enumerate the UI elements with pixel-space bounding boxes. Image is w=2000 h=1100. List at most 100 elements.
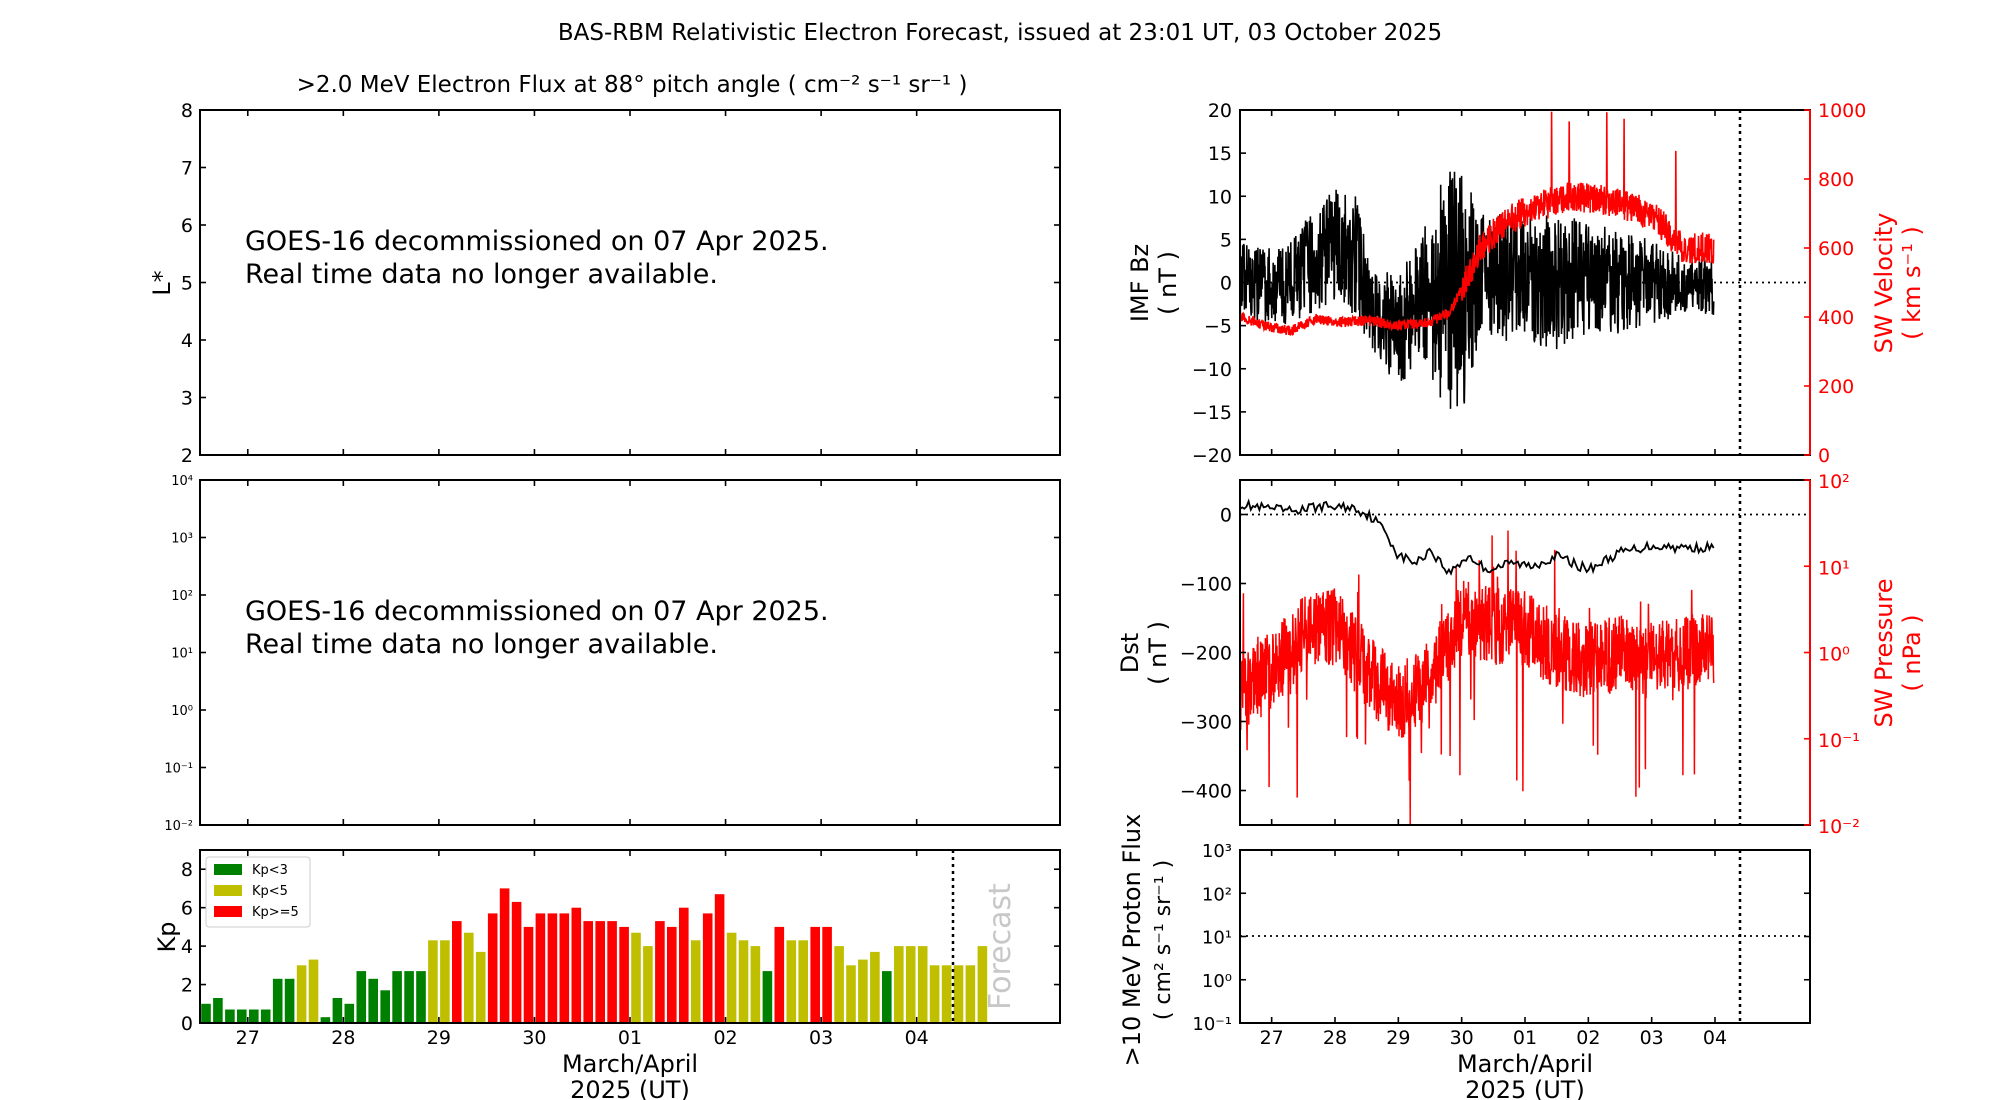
dst-x-ticks bbox=[1270, 480, 1716, 825]
kp-x-tick-label: 29 bbox=[427, 1027, 451, 1049]
imf-y-tick-label: −15 bbox=[1192, 402, 1232, 424]
flux-y-tick-label: 5 bbox=[181, 273, 193, 295]
dst-y-tick-right-label: 10¹ bbox=[1818, 557, 1850, 579]
imf-ylabel-line2: ( nT ) bbox=[1154, 251, 1182, 315]
kp-x-tick-label: 04 bbox=[905, 1027, 929, 1049]
dst-y-tick-label: −400 bbox=[1180, 781, 1232, 803]
sw-pressure-line bbox=[1240, 530, 1715, 825]
kp-bar bbox=[213, 998, 223, 1023]
kp-bar bbox=[882, 971, 892, 1023]
proton-y-tick-label: 10² bbox=[1202, 884, 1232, 905]
right-xlabel-line2: 2025 (UT) bbox=[1465, 1076, 1585, 1100]
flux-panel-ylabel: L* bbox=[148, 270, 176, 295]
kp-legend-label-low: Kp<3 bbox=[252, 863, 288, 878]
proton-x-tick-label: 30 bbox=[1450, 1027, 1474, 1049]
flux-log-x-ticks bbox=[246, 480, 918, 825]
kp-bar bbox=[392, 971, 402, 1023]
kp-bar bbox=[786, 940, 797, 1023]
flux-log-y-tick-label: 10² bbox=[171, 589, 193, 604]
proton-x-tick-label: 27 bbox=[1260, 1027, 1284, 1049]
dst-ylabel-line1: Dst bbox=[1116, 633, 1144, 673]
kp-bar bbox=[356, 971, 367, 1023]
kp-x-tick-label: 27 bbox=[236, 1027, 260, 1049]
flux-y-ticks: 2 3 4 5 6 7 8 bbox=[181, 100, 1060, 467]
kp-forecast-bar bbox=[941, 965, 952, 1023]
dst-y-tick-right-label: 10⁰ bbox=[1818, 644, 1850, 666]
kp-x-tick-label: 02 bbox=[713, 1027, 737, 1049]
imf-bz-line bbox=[1240, 171, 1715, 409]
kp-bar bbox=[607, 921, 617, 1023]
figure-title: BAS-RBM Relativistic Electron Forecast, … bbox=[558, 20, 1442, 46]
kp-x-tick-label: 28 bbox=[331, 1027, 355, 1049]
kp-bar bbox=[559, 913, 570, 1023]
kp-bar bbox=[404, 971, 414, 1023]
kp-bar bbox=[738, 940, 749, 1023]
flux-log-y-tick-label: 10⁻² bbox=[164, 819, 193, 834]
imf-y-tick-right-label: 1000 bbox=[1818, 100, 1866, 122]
flux-log-y-tick-label: 10³ bbox=[171, 532, 193, 547]
dst-y-tick-label: −100 bbox=[1180, 574, 1232, 596]
proton-y-tick-label: 10⁻¹ bbox=[1192, 1014, 1232, 1035]
dst-y-tick-label: −300 bbox=[1180, 712, 1232, 734]
imf-y-tick-right-label: 400 bbox=[1818, 307, 1854, 329]
kp-bar bbox=[523, 926, 534, 1023]
kp-y-tick-label: 4 bbox=[181, 936, 193, 958]
kp-x-tick-label: 03 bbox=[809, 1027, 833, 1049]
kp-bar bbox=[810, 926, 820, 1023]
kp-bar bbox=[428, 940, 438, 1023]
imf-ylabel-right-line2: ( km s⁻¹ ) bbox=[1898, 226, 1926, 340]
kp-forecast-bar bbox=[953, 965, 964, 1023]
kp-legend-swatch-mid bbox=[214, 885, 242, 896]
kp-forecast-bar bbox=[917, 946, 928, 1023]
kp-y-tick-label: 2 bbox=[181, 975, 193, 997]
flux-y-tick-label: 6 bbox=[181, 215, 193, 237]
proton-ylabel-line2: ( cm² s⁻¹ sr⁻¹ ) bbox=[1151, 860, 1176, 1020]
kp-bar bbox=[547, 913, 558, 1023]
kp-forecast-bar bbox=[929, 965, 940, 1023]
kp-bar bbox=[475, 951, 486, 1023]
kp-bar bbox=[237, 1009, 247, 1023]
kp-bar bbox=[595, 921, 605, 1023]
kp-y-tick-label: 0 bbox=[181, 1013, 193, 1035]
proton-y-tick-label: 10¹ bbox=[1202, 928, 1232, 949]
kp-bar bbox=[822, 926, 832, 1023]
proton-x-tick-label: 03 bbox=[1640, 1027, 1664, 1049]
flux-y-tick-label: 2 bbox=[181, 445, 193, 467]
left-xlabel-line2: 2025 (UT) bbox=[570, 1076, 690, 1100]
flux-y-tick-label: 7 bbox=[181, 158, 193, 180]
proton-y-tick-label: 10⁰ bbox=[1202, 971, 1232, 992]
kp-bar bbox=[284, 978, 295, 1023]
kp-bar bbox=[380, 990, 390, 1023]
imf-y-tick-label: 0 bbox=[1220, 273, 1232, 295]
kp-bar bbox=[272, 978, 283, 1023]
proton-y-tick-label: 10³ bbox=[1202, 841, 1232, 862]
kp-legend-swatch-high bbox=[214, 906, 242, 917]
kp-bar bbox=[631, 932, 641, 1023]
flux-log-y-tick-label: 10¹ bbox=[171, 647, 193, 662]
dst-ylabel-line2: ( nT ) bbox=[1144, 621, 1172, 685]
imf-y-tick-right-label: 0 bbox=[1818, 445, 1830, 467]
kp-bar bbox=[679, 907, 689, 1023]
flux-panel-message-line2: Real time data no longer available. bbox=[245, 259, 718, 290]
kp-bar bbox=[344, 1003, 355, 1023]
kp-forecast-bar bbox=[965, 965, 976, 1023]
kp-forecast-bar bbox=[977, 946, 988, 1023]
kp-legend-label-mid: Kp<5 bbox=[252, 884, 288, 899]
kp-bar bbox=[870, 951, 880, 1023]
imf-y-tick-right-label: 600 bbox=[1818, 238, 1854, 260]
flux-log-panel-message-line1: GOES-16 decommissioned on 07 Apr 2025. bbox=[245, 596, 829, 627]
flux-log-y-tick-label: 10⁴ bbox=[171, 474, 193, 489]
right-xlabel-line1: March/April bbox=[1457, 1050, 1593, 1078]
imf-x-ticks bbox=[1270, 110, 1716, 455]
kp-bar bbox=[511, 901, 522, 1023]
kp-bar bbox=[320, 1017, 331, 1023]
imf-y-tick-label: 5 bbox=[1220, 229, 1232, 251]
flux-log-y-tick-label: 10⁰ bbox=[171, 704, 193, 719]
imf-y-tick-label: −5 bbox=[1204, 316, 1232, 338]
dst-ylabel-right-line1: SW Pressure bbox=[1870, 578, 1898, 727]
proton-x-tick-label: 01 bbox=[1513, 1027, 1537, 1049]
imf-y-tick-right-label: 800 bbox=[1818, 169, 1854, 191]
imf-y-tick-right-label: 200 bbox=[1818, 376, 1854, 398]
kp-bar bbox=[846, 965, 856, 1023]
